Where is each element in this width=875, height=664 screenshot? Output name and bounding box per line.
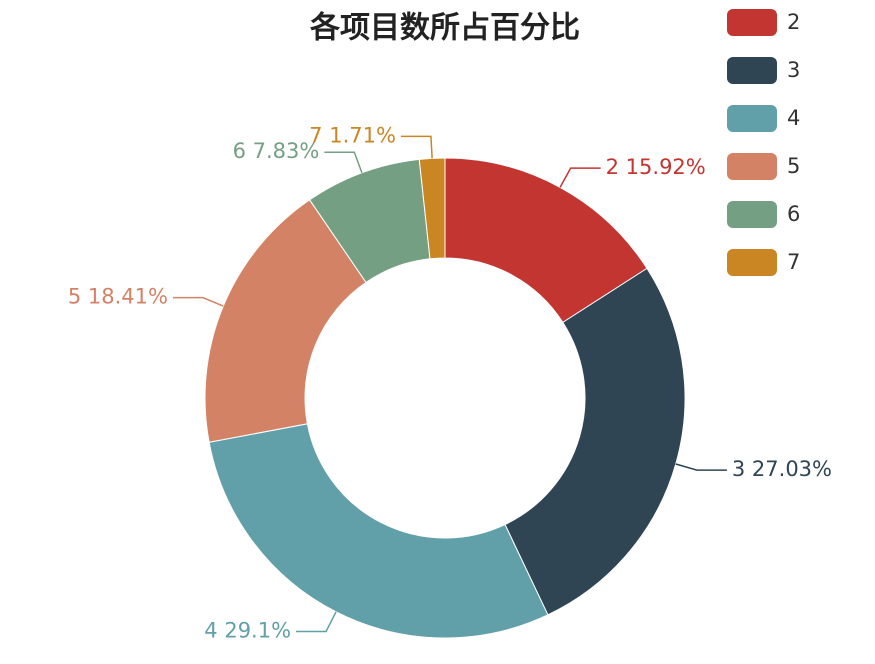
- label-line: [324, 151, 363, 174]
- legend-label[interactable]: 5: [787, 154, 800, 178]
- pie-slice: [418, 157, 446, 260]
- slice-label: 7 1.71%: [309, 123, 396, 147]
- legend-swatch[interactable]: [727, 201, 777, 228]
- slice-label: 4 29.1%: [204, 618, 291, 642]
- slice-label: 3 27.03%: [732, 457, 832, 481]
- legend-swatch[interactable]: [727, 249, 777, 276]
- legend-label[interactable]: 4: [787, 106, 800, 130]
- label-line: [296, 611, 337, 633]
- slice-label: 6 7.83%: [233, 139, 320, 163]
- legend-label[interactable]: 3: [787, 58, 800, 82]
- label-line: [559, 167, 601, 188]
- pie-slice: [204, 199, 367, 443]
- label-line: [172, 296, 224, 307]
- legend-swatch[interactable]: [727, 153, 777, 180]
- label-line: [400, 135, 433, 159]
- pie-slice: [208, 423, 549, 639]
- legend-swatch[interactable]: [727, 105, 777, 132]
- label-line: [675, 463, 727, 471]
- pie-slice: [504, 267, 686, 616]
- legend-label[interactable]: 7: [787, 250, 800, 274]
- slice-label: 5 18.41%: [68, 285, 168, 309]
- legend-swatch[interactable]: [727, 9, 777, 36]
- legend-swatch[interactable]: [727, 57, 777, 84]
- legend-label[interactable]: 6: [787, 202, 800, 226]
- slice-label: 2 15.92%: [606, 155, 706, 179]
- chart-title: 各项目数所占百分比: [309, 11, 580, 46]
- legend-label[interactable]: 2: [787, 10, 800, 34]
